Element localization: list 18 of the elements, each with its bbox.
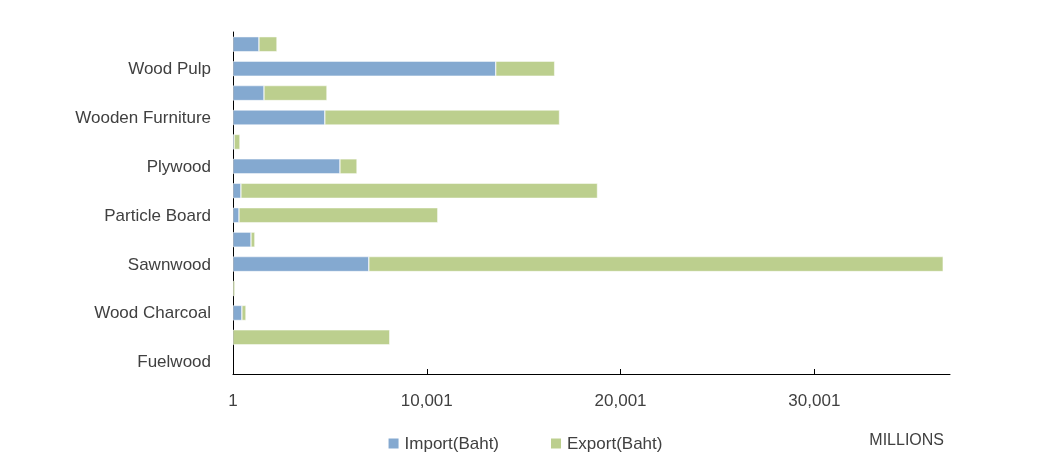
- x-tick-label: 10,001: [400, 391, 453, 410]
- bar: [232, 329, 390, 345]
- y-tick-label: Particle Board: [104, 205, 211, 225]
- x-axis-title: MILLIONS: [869, 430, 944, 448]
- bar: [232, 305, 242, 321]
- x-tick-label: 30,001: [788, 391, 841, 410]
- bar: [234, 134, 240, 150]
- y-tick-label: Wooden Furniture: [75, 108, 211, 127]
- x-tick-label: 20,001: [594, 391, 647, 410]
- legend-label: Export(Baht): [567, 434, 663, 453]
- y-tick-label: Wood Pulp: [128, 59, 211, 79]
- y-tick-label: Sawnwood: [127, 254, 211, 274]
- bar: [232, 232, 251, 248]
- x-tick-label: 1: [228, 391, 238, 410]
- y-tick-label: Plywood: [146, 156, 211, 176]
- y-tick-label: Fuelwood: [137, 352, 211, 372]
- legend-label: Import(Baht): [404, 434, 500, 453]
- y-tick-label: Wood Charcoal: [94, 303, 211, 323]
